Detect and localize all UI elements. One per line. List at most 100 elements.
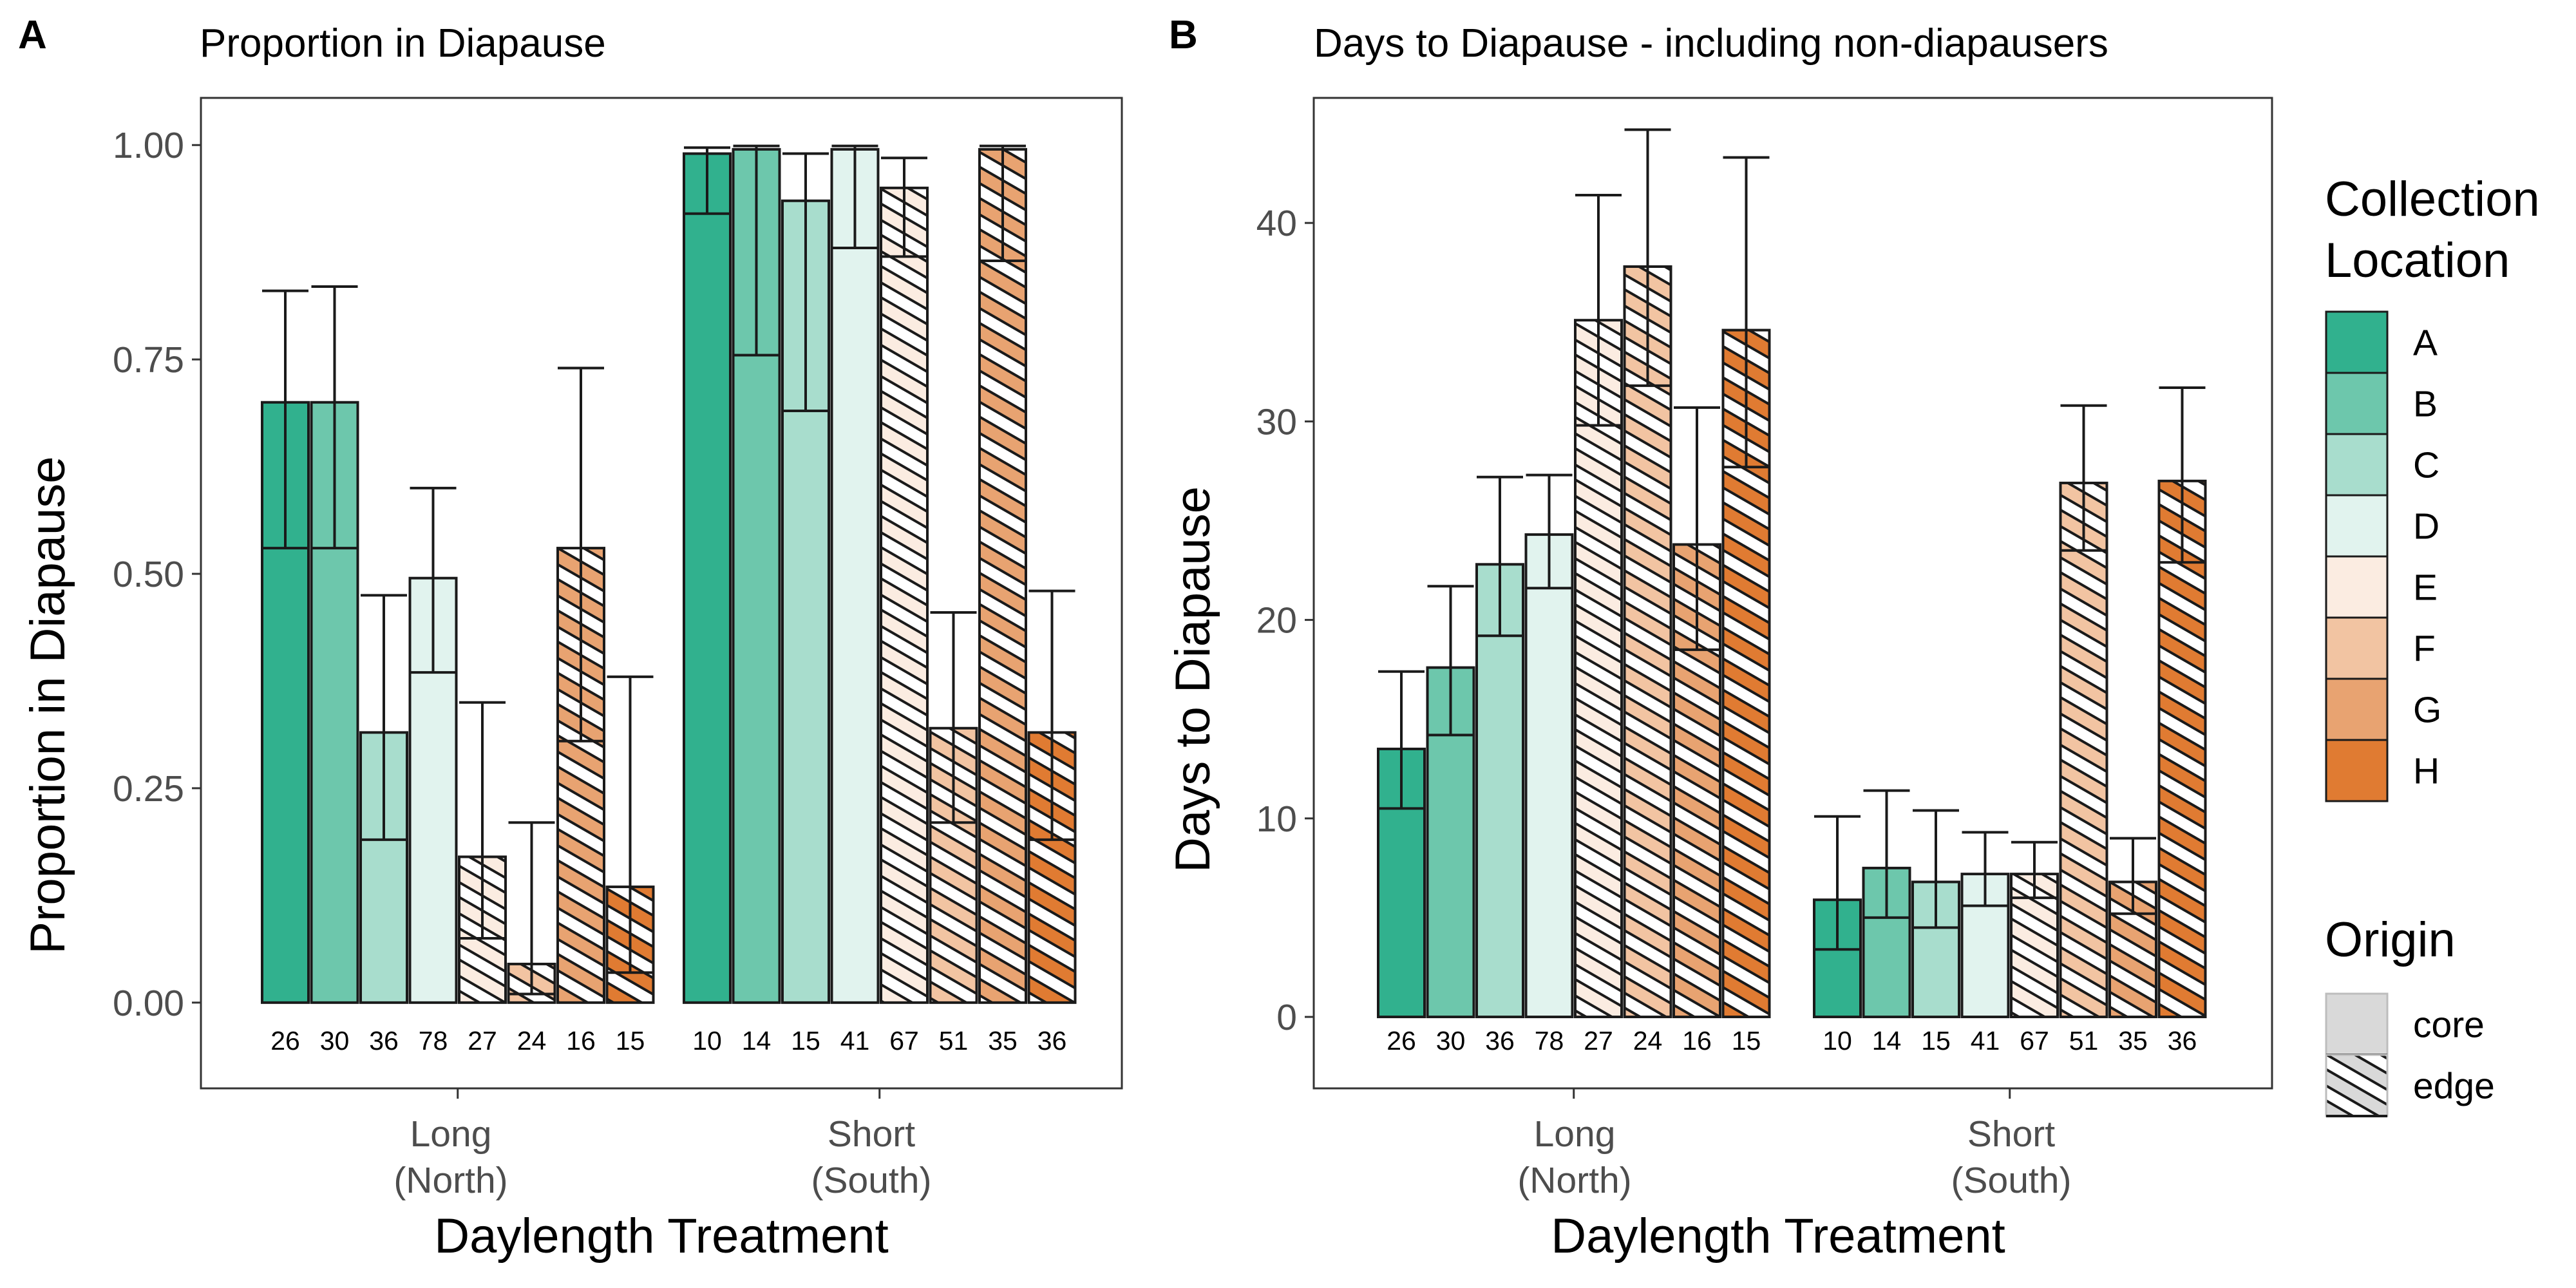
sample-size-label: 51: [939, 1026, 969, 1056]
legend-label-B: B: [2413, 384, 2438, 425]
sample-size-label: 14: [742, 1026, 772, 1056]
bar-b-1-D: 41: [1960, 831, 2010, 1056]
legend-key-D: [2325, 494, 2389, 558]
sample-size-label: 15: [616, 1026, 645, 1056]
bar-stripe: [881, 187, 927, 1003]
bar-b-0-G: 16: [1672, 406, 1721, 1056]
y-tick-label: 1.00: [113, 125, 184, 166]
y-tick-label: 0.25: [113, 768, 184, 810]
legend-location-title-line2: Location: [2325, 233, 2510, 288]
bar-a-0-D: 78: [408, 486, 458, 1056]
bar-a-0-H: 15: [605, 675, 655, 1056]
bar-a-1-G: 35: [978, 144, 1027, 1056]
chart-title-b: Days to Diapause - including non-diapaus…: [1314, 21, 2108, 66]
legend-label-A: A: [2413, 323, 2438, 364]
bar-b-1-G: 35: [2108, 837, 2157, 1056]
group-label-a-long-line1: Long: [410, 1113, 492, 1155]
group-label-b-short-line2: (South): [1951, 1160, 2072, 1201]
sample-size-label: 78: [1535, 1026, 1564, 1056]
sample-size-label: 16: [1682, 1026, 1712, 1056]
y-tick-label: 20: [1256, 600, 1297, 641]
sample-size-label: 15: [791, 1026, 820, 1056]
group-label-b-long-line1: Long: [1534, 1113, 1616, 1155]
legend-item-G: G: [2325, 677, 2441, 741]
sample-size-label: 24: [1633, 1026, 1663, 1056]
bar-a-1-H: 36: [1027, 589, 1077, 1056]
bar-fill: [684, 153, 730, 1003]
chart-title-a: Proportion in Diapause: [200, 21, 606, 66]
bar-b-0-F: 24: [1623, 128, 1672, 1056]
legend-key-G: [2325, 677, 2389, 741]
bar-a-1-A: 10: [683, 146, 732, 1056]
legend-key-F: [2325, 616, 2389, 680]
sample-size-label: 35: [2118, 1026, 2148, 1056]
legend-label-E: E: [2413, 567, 2438, 609]
x-axis-label-b: Daylength Treatment: [1551, 1209, 2005, 1264]
y-tick-label: 10: [1256, 799, 1297, 840]
sample-size-label: 36: [369, 1026, 399, 1056]
sample-size-label: 30: [320, 1026, 350, 1056]
bar-a-1-B: 14: [732, 144, 781, 1056]
y-tick-label: 30: [1256, 401, 1297, 442]
group-label-a-short-line1: Short: [828, 1113, 915, 1155]
panel-tag-a: A: [18, 13, 47, 57]
bar-a-1-F: 51: [929, 611, 978, 1056]
legend-label-C: C: [2413, 445, 2439, 486]
legend-item-A: A: [2325, 310, 2438, 374]
bar-a-0-B: 30: [310, 285, 359, 1056]
sample-size-label: 10: [1823, 1026, 1852, 1056]
y-tick-label: 40: [1256, 203, 1297, 244]
bar-b-1-B: 14: [1862, 789, 1911, 1056]
y-tick-label: 0.75: [113, 339, 184, 381]
sample-size-label: 36: [1485, 1026, 1515, 1056]
legend-key-H: [2325, 739, 2389, 802]
legend-label-F: F: [2413, 629, 2436, 670]
sample-size-label: 51: [2069, 1026, 2099, 1056]
sample-size-label: 27: [1584, 1026, 1613, 1056]
y-axis-label-b: Days to Diapause: [1166, 486, 1220, 873]
sample-size-label: 41: [1971, 1026, 2000, 1056]
bar-b-0-A: 26: [1377, 670, 1426, 1056]
sample-size-label: 67: [2020, 1026, 2049, 1056]
legend-origin-label: core: [2413, 1005, 2485, 1046]
bar-b-0-D: 78: [1524, 473, 1574, 1056]
legend-key-B: [2325, 372, 2389, 435]
y-tick-label: 0: [1276, 997, 1297, 1038]
group-label-b-long-line2: (North): [1517, 1160, 1631, 1201]
bar-stripe: [980, 149, 1026, 1003]
bar-b-0-H: 15: [1721, 156, 1771, 1056]
legend-origin-key-stripe: [2326, 1055, 2387, 1116]
sample-size-label: 27: [468, 1026, 497, 1056]
sample-size-label: 78: [419, 1026, 448, 1056]
sample-size-label: 26: [1387, 1026, 1416, 1056]
legend-key-E: [2325, 555, 2389, 619]
bar-stripe: [1575, 320, 1622, 1018]
panel-a-plot: 0.00 0.25 0.50 0.75 1.00 26 30 36 78 27 24 16 15 10 14…: [113, 97, 1123, 1099]
bar-stripe: [2060, 482, 2107, 1018]
bar-b-0-B: 30: [1426, 585, 1475, 1056]
legend-item-H: H: [2325, 739, 2439, 802]
bar-b-1-C: 15: [1911, 809, 1960, 1056]
y-tick-label: 0.50: [113, 554, 184, 595]
bar-a-0-A: 26: [261, 289, 310, 1056]
bar-a-0-F: 24: [507, 821, 556, 1056]
bar-a-1-E: 67: [880, 156, 929, 1056]
bar-a-0-G: 16: [556, 366, 605, 1056]
group-label-a-short-line2: (South): [811, 1160, 932, 1201]
sample-size-label: 67: [889, 1026, 919, 1056]
sample-size-label: 15: [1732, 1026, 1761, 1056]
bar-a-0-E: 27: [458, 701, 507, 1056]
bar-stripe: [2159, 480, 2206, 1018]
sample-size-label: 30: [1436, 1026, 1466, 1056]
panel-b-plot: 0 10 20 30 40 26 30 36 78 27 24 16 15 10 14 15 41 67 51 35 3…: [1256, 97, 2273, 1099]
legend-item-E: E: [2325, 555, 2438, 619]
bar-stripe: [1624, 266, 1671, 1018]
y-axis-label-a: Proportion in Diapause: [21, 456, 75, 954]
group-label-a-long-line2: (North): [393, 1160, 507, 1201]
legend-item-C: C: [2325, 433, 2439, 497]
legend-origin-core: core: [2325, 992, 2485, 1056]
bar-b-0-E: 27: [1574, 194, 1623, 1056]
bar-b-1-H: 36: [2157, 386, 2207, 1056]
